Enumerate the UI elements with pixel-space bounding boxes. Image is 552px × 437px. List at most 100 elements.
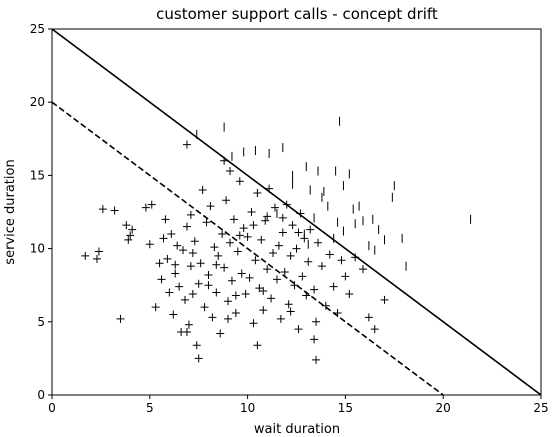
scatter-point-plus bbox=[141, 203, 150, 212]
scatter-point-plus bbox=[233, 247, 242, 256]
scatter-point-plus bbox=[208, 313, 217, 322]
scatter-point-plus bbox=[245, 273, 254, 282]
y-tick-label: 0 bbox=[37, 388, 45, 402]
scatter-point-plus bbox=[147, 200, 156, 209]
scatter-point-plus bbox=[212, 288, 221, 297]
scatter-point-plus bbox=[155, 259, 164, 268]
scatter-point-plus bbox=[276, 314, 285, 323]
scatter-point-plus bbox=[329, 282, 338, 291]
scatter-point-plus bbox=[280, 268, 289, 277]
scatter-point-plus bbox=[261, 216, 270, 225]
scatter-point-plus bbox=[321, 301, 330, 310]
scatter-point-plus bbox=[325, 250, 334, 259]
scatter-point-plus bbox=[304, 257, 313, 266]
scatter-point-plus bbox=[312, 317, 321, 326]
scatter-point-plus bbox=[188, 289, 197, 298]
scatter-point-plus bbox=[190, 237, 199, 246]
scatter-point-plus bbox=[194, 354, 203, 363]
scatter-point-plus bbox=[198, 186, 207, 195]
scatter-point-plus bbox=[314, 238, 323, 247]
scatter-point-plus bbox=[94, 247, 103, 256]
scatter-point-plus bbox=[345, 289, 354, 298]
scatter-point-plus bbox=[192, 341, 201, 350]
scatter-point-plus bbox=[204, 270, 213, 279]
x-tick-label: 0 bbox=[48, 401, 56, 415]
scatter-point-plus bbox=[126, 231, 135, 240]
scatter-point-plus bbox=[196, 259, 205, 268]
scatter-point-plus bbox=[231, 309, 240, 318]
scatter-point-plus bbox=[370, 325, 379, 334]
scatter-point-plus bbox=[116, 314, 125, 323]
scatter-point-plus bbox=[286, 251, 295, 260]
scatter-point-plus bbox=[124, 235, 133, 244]
scatter-point-plus bbox=[181, 295, 190, 304]
scatter-point-plus bbox=[286, 307, 295, 316]
scatter-point-plus bbox=[317, 262, 326, 271]
scatter-point-plus bbox=[235, 177, 244, 186]
scatter-point-plus bbox=[145, 240, 154, 249]
y-tick-label: 5 bbox=[37, 315, 45, 329]
scatter-point-plus bbox=[186, 210, 195, 219]
scatter-point-plus bbox=[171, 260, 180, 269]
scatter-point-plus bbox=[200, 303, 209, 312]
scatter-point-plus bbox=[247, 208, 256, 216]
y-tick-label: 15 bbox=[30, 168, 45, 182]
scatter-point-plus bbox=[171, 269, 180, 278]
y-tick-label: 20 bbox=[30, 95, 45, 109]
scatter-point-plus bbox=[182, 222, 191, 231]
scatter-point-plus bbox=[284, 300, 293, 309]
scatter-point-plus bbox=[214, 251, 223, 260]
scatter-point-plus bbox=[182, 140, 191, 149]
scatter-point-plus bbox=[222, 196, 231, 205]
scatter-point-plus bbox=[157, 275, 166, 284]
scatter-point-plus bbox=[184, 320, 193, 329]
scatter-point-plus bbox=[169, 310, 178, 319]
scatter-point-plus bbox=[128, 225, 137, 234]
scatter-point-plus bbox=[151, 303, 160, 312]
scatter-point-plus bbox=[229, 215, 238, 224]
scatter-point-plus bbox=[249, 319, 258, 328]
scatter-point-plus bbox=[251, 256, 260, 265]
scatter-point-plus bbox=[239, 224, 248, 233]
scatter-point-plus bbox=[216, 329, 225, 338]
scatter-point-plus bbox=[122, 221, 131, 230]
scatter-point-plus bbox=[227, 276, 236, 285]
y-tick-label: 10 bbox=[30, 242, 45, 256]
scatter-point-plus bbox=[194, 279, 203, 288]
scatter-point-plus bbox=[212, 260, 221, 269]
scatter-point-plus bbox=[253, 341, 262, 350]
scatter-point-plus bbox=[186, 262, 195, 271]
scatter-point-plus bbox=[278, 228, 287, 237]
scatter-point-plus bbox=[92, 254, 101, 263]
scatter-point-plus bbox=[220, 263, 229, 272]
scatter-point-plus bbox=[179, 246, 188, 255]
scatter-point-plus bbox=[218, 229, 227, 238]
scatter-point-plus bbox=[292, 244, 301, 253]
scatter-point-plus bbox=[359, 265, 368, 274]
scatter-point-plus bbox=[249, 221, 258, 230]
scatter-point-plus bbox=[364, 313, 373, 322]
scatter-point-plus bbox=[341, 272, 350, 281]
scatter-point-plus bbox=[224, 314, 233, 323]
scatter-point-plus bbox=[337, 256, 346, 265]
x-tick-label: 25 bbox=[533, 401, 548, 415]
scatter-point-plus bbox=[206, 202, 215, 211]
plot-area: 0 5 10 15 20 25 0 5 10 15 20 25 bbox=[30, 22, 549, 415]
scatter-point-plus bbox=[290, 281, 299, 290]
scatter-point-plus bbox=[237, 269, 246, 278]
chart-title: customer support calls - concept drift bbox=[156, 5, 438, 23]
scatter-point-plus bbox=[225, 167, 234, 176]
scatter-point-plus bbox=[306, 225, 315, 234]
scatter-point-plus bbox=[202, 218, 211, 227]
plot-frame bbox=[51, 28, 542, 396]
x-tick-label: 5 bbox=[146, 401, 154, 415]
x-tick-label: 15 bbox=[338, 401, 353, 415]
x-tick-label: 20 bbox=[436, 401, 451, 415]
scatter-point-plus bbox=[224, 297, 233, 306]
scatter-point-plus bbox=[259, 306, 268, 315]
scatter-point-plus bbox=[267, 294, 276, 303]
scatter-point-plus bbox=[253, 188, 262, 197]
scatter-point-plus bbox=[278, 213, 287, 222]
scatter-point-plus bbox=[98, 205, 107, 214]
